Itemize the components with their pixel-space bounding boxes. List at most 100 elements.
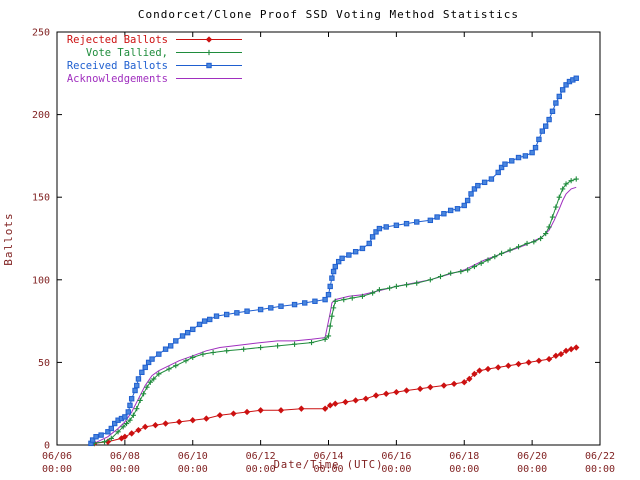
x-tick-label: 06/18 bbox=[449, 451, 479, 462]
series-marker-received-ballots bbox=[509, 158, 515, 164]
series-marker-vote-tallied bbox=[437, 273, 444, 280]
series-marker-received-ballots bbox=[134, 382, 140, 389]
x-tick-label: 06/12 bbox=[246, 451, 276, 462]
series-marker-received-ballots bbox=[142, 364, 148, 371]
series-marker-received-ballots bbox=[366, 240, 372, 247]
series-marker-vote-tallied bbox=[471, 263, 478, 270]
series-marker-received-ballots bbox=[563, 82, 569, 88]
series-marker-rejected-ballots bbox=[416, 385, 424, 392]
series-marker-received-ballots bbox=[330, 268, 337, 275]
series-marker-rejected-ballots bbox=[495, 364, 502, 371]
series-marker-received-ballots bbox=[322, 296, 328, 303]
series-marker-vote-tallied bbox=[560, 186, 566, 192]
series-marker-received-ballots bbox=[471, 186, 478, 192]
legend-label-rejected-ballots: Rejected Ballots bbox=[67, 34, 168, 46]
x-tick-sublabel: 00:00 bbox=[246, 464, 276, 475]
series-marker-rejected-ballots bbox=[298, 405, 305, 412]
series-marker-received-ballots bbox=[128, 396, 135, 402]
series-marker-received-ballots bbox=[352, 249, 359, 255]
series-marker-received-ballots bbox=[108, 425, 114, 432]
series-marker-rejected-ballots bbox=[162, 420, 169, 427]
series-marker-vote-tallied bbox=[568, 178, 574, 184]
series-marker-vote-tallied bbox=[485, 257, 491, 263]
series-marker-rejected-ballots bbox=[471, 370, 478, 378]
series-marker-rejected-ballots bbox=[121, 433, 129, 440]
series-marker-rejected-ballots bbox=[230, 410, 237, 417]
series-marker-vote-tallied bbox=[120, 424, 126, 430]
series-marker-received-ballots bbox=[475, 182, 481, 189]
legend-label-vote-tallied: Vote Tallied, bbox=[86, 47, 168, 59]
series-marker-vote-tallied bbox=[573, 176, 579, 182]
y-tick-label: 100 bbox=[32, 275, 50, 286]
series-marker-vote-tallied bbox=[448, 270, 454, 276]
x-tick-label: 06/20 bbox=[517, 451, 547, 462]
series-marker-vote-tallied bbox=[308, 339, 315, 346]
x-tick-label: 06/16 bbox=[381, 451, 411, 462]
legend-label-acknowledgements: Acknowledgements bbox=[67, 73, 168, 85]
series-marker-rejected-ballots bbox=[362, 395, 369, 402]
series-marker-vote-tallied bbox=[556, 194, 562, 200]
series-marker-rejected-ballots bbox=[142, 423, 149, 430]
x-tick-sublabel: 00:00 bbox=[313, 464, 343, 475]
series-marker-vote-tallied bbox=[210, 349, 216, 356]
series-marker-received-ballots bbox=[312, 298, 318, 304]
series-marker-received-ballots bbox=[196, 321, 203, 328]
x-tick-sublabel: 00:00 bbox=[110, 464, 140, 475]
series-marker-vote-tallied bbox=[156, 371, 162, 377]
series-marker-rejected-ballots bbox=[203, 415, 210, 422]
series-marker-received-ballots bbox=[522, 153, 529, 159]
series-marker-vote-tallied bbox=[403, 282, 410, 288]
series-marker-rejected-ballots bbox=[557, 350, 565, 358]
y-tick-label: 200 bbox=[32, 110, 50, 121]
series-marker-rejected-ballots bbox=[525, 359, 532, 366]
series-marker-received-ballots bbox=[393, 222, 400, 228]
legend-label-received-ballots: Received Ballots bbox=[67, 60, 168, 72]
series-marker-rejected-ballots bbox=[403, 387, 410, 394]
series-marker-received-ballots bbox=[291, 301, 298, 308]
series-marker-rejected-ballots bbox=[552, 352, 560, 359]
series-marker-received-ballots bbox=[346, 252, 352, 258]
series-marker-rejected-ballots bbox=[216, 412, 224, 419]
series-marker-received-ballots bbox=[105, 429, 111, 435]
series-marker-rejected-ballots bbox=[189, 417, 196, 424]
x-tick-sublabel: 00:00 bbox=[381, 464, 411, 475]
series-marker-received-ballots bbox=[257, 306, 264, 313]
series-marker-vote-tallied bbox=[349, 295, 355, 301]
x-tick-label: 06/22 bbox=[585, 451, 615, 462]
series-marker-received-ballots bbox=[184, 329, 191, 336]
series-marker-rejected-ballots bbox=[243, 408, 251, 416]
x-tick-label: 06/10 bbox=[178, 451, 208, 462]
series-marker-rejected-ballots bbox=[484, 365, 492, 373]
series-marker-received-ballots bbox=[427, 217, 434, 224]
series-marker-rejected-ballots bbox=[440, 382, 448, 389]
series-marker-vote-tallied bbox=[427, 277, 433, 283]
series-marker-rejected-ballots bbox=[128, 430, 135, 437]
x-tick-sublabel: 00:00 bbox=[517, 464, 547, 475]
series-marker-received-ballots bbox=[132, 387, 138, 394]
series-marker-rejected-ballots bbox=[257, 407, 264, 414]
series-marker-vote-tallied bbox=[274, 343, 281, 349]
series-marker-rejected-ballots bbox=[342, 398, 349, 406]
series-marker-vote-tallied bbox=[325, 333, 332, 339]
series-marker-received-ballots bbox=[190, 326, 196, 333]
series-marker-received-ballots bbox=[498, 164, 505, 171]
series-marker-vote-tallied bbox=[458, 268, 464, 275]
y-tick-label: 50 bbox=[38, 358, 50, 369]
series-marker-received-ballots bbox=[454, 206, 461, 212]
series-marker-vote-tallied bbox=[376, 287, 383, 293]
series-marker-vote-tallied bbox=[393, 283, 399, 290]
series-marker-received-ballots bbox=[488, 176, 495, 182]
series-marker-received-ballots bbox=[167, 343, 174, 349]
series-marker-received-ballots bbox=[553, 100, 559, 106]
series-marker-vote-tallied bbox=[190, 354, 196, 361]
x-tick-sublabel: 00:00 bbox=[449, 464, 479, 475]
legend-marker-vote-tallied bbox=[206, 49, 212, 56]
series-marker-received-ballots bbox=[539, 128, 546, 134]
series-marker-received-ballots bbox=[549, 108, 556, 114]
series-marker-vote-tallied bbox=[144, 384, 150, 390]
series-marker-received-ballots bbox=[502, 161, 508, 167]
series-marker-received-ballots bbox=[556, 93, 562, 100]
series-marker-vote-tallied bbox=[200, 351, 206, 357]
series-marker-rejected-ballots bbox=[152, 422, 159, 429]
